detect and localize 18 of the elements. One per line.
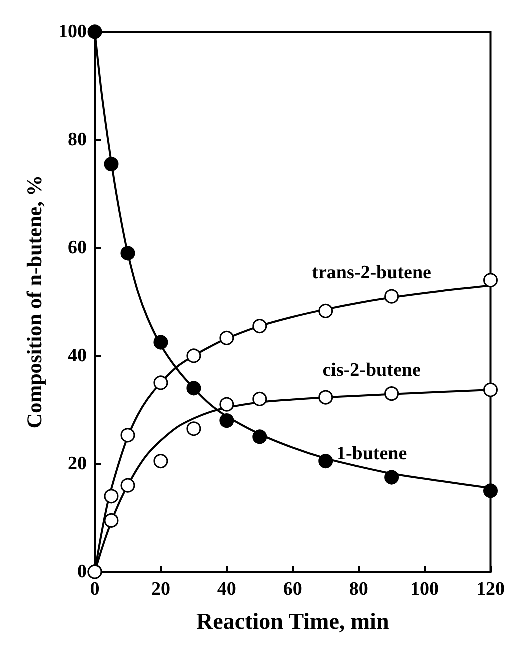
y-tick-label: 20 (68, 454, 87, 474)
x-tick-label: 80 (349, 579, 368, 600)
x-tick-label: 40 (217, 579, 236, 600)
x-tick-label: 60 (283, 579, 302, 600)
y-tick-label: 100 (58, 22, 87, 42)
x-tick-label: 20 (151, 579, 170, 600)
x-tick-label: 100 (410, 579, 440, 600)
y-axis-title: Composition of n-butene, % (22, 175, 46, 429)
y-tick-label: 60 (68, 238, 87, 258)
x-tick-label: 0 (90, 579, 100, 600)
x-tick-label: 120 (476, 579, 505, 600)
y-tick-label: 0 (78, 562, 87, 582)
y-tick-label: 80 (68, 130, 87, 150)
series-label: cis-2-butene (322, 360, 421, 381)
y-tick-label: 40 (68, 346, 87, 366)
series-label: 1-butene (336, 444, 408, 464)
x-axis-title: Reaction Time, min (196, 609, 390, 634)
series-label: trans-2-butene (312, 262, 432, 284)
